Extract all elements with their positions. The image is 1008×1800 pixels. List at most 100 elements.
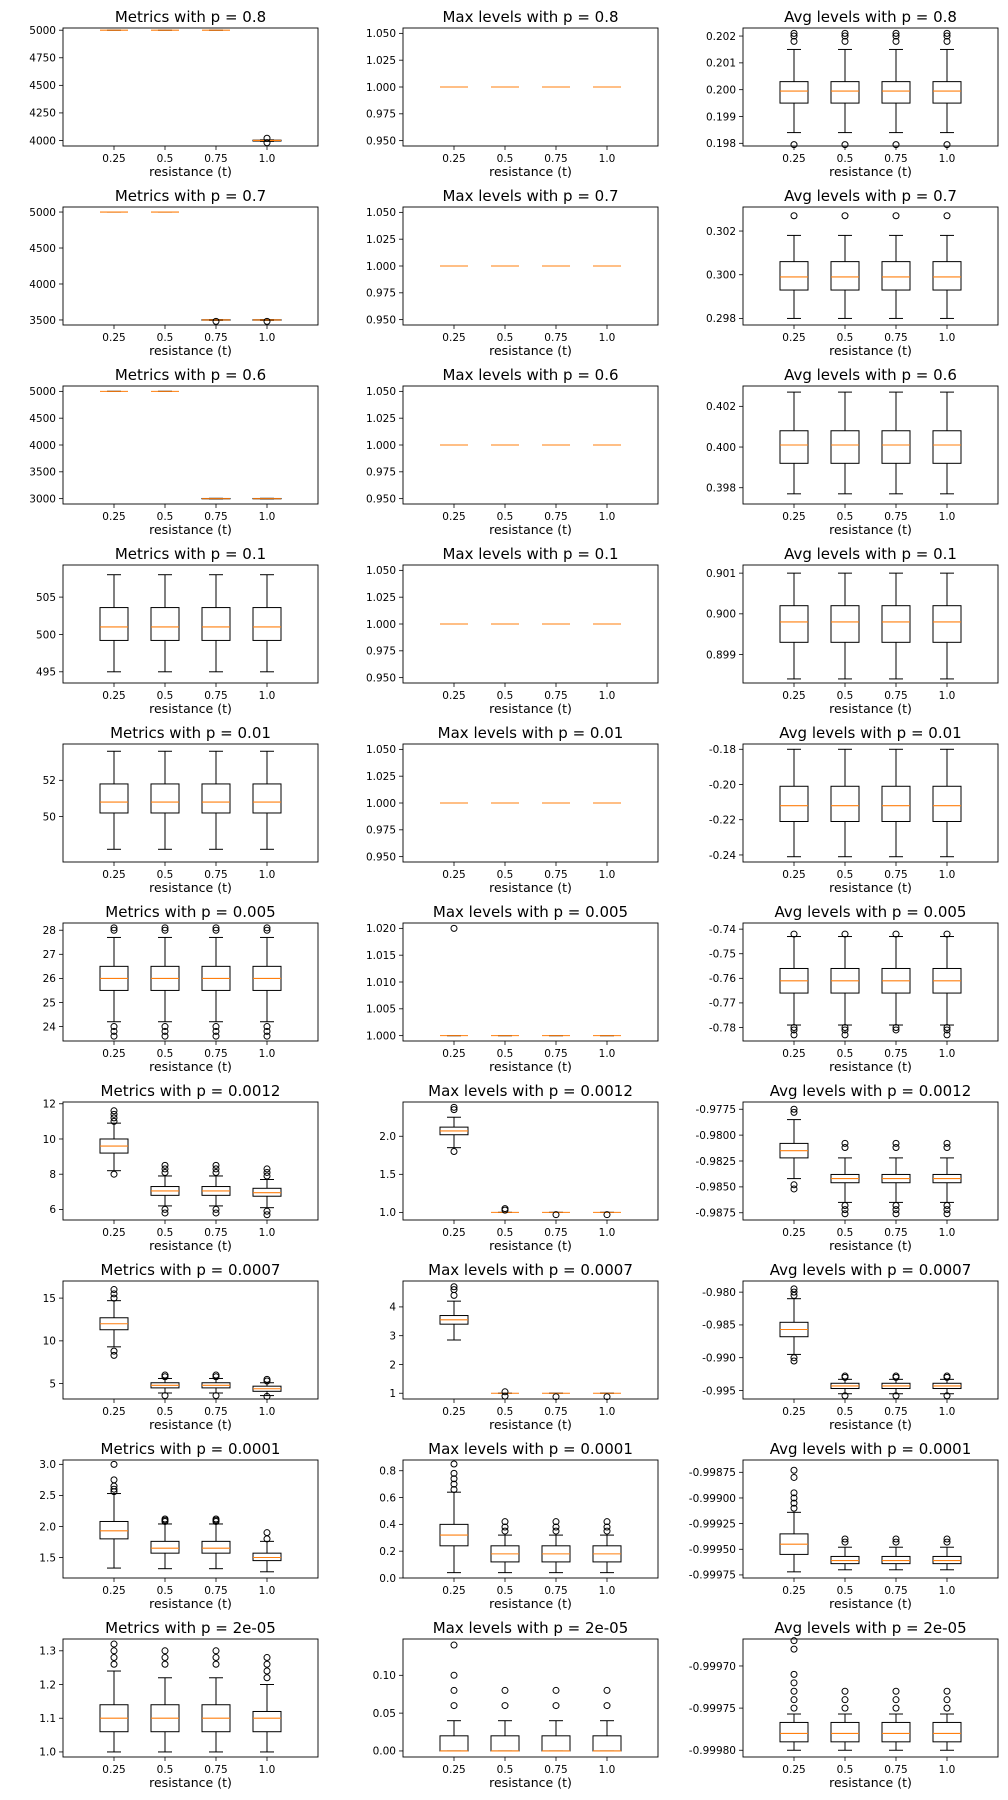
x-tick-label: 0.25 bbox=[782, 1048, 805, 1060]
y-tick-label: 5000 bbox=[29, 207, 56, 219]
x-tick-label: 1.0 bbox=[939, 511, 956, 523]
outlier-point bbox=[603, 1686, 611, 1694]
outlier-point bbox=[450, 1702, 458, 1710]
y-tick-label: 52 bbox=[43, 775, 56, 787]
y-tick-label: 2.5 bbox=[39, 1490, 56, 1502]
x-axis-label: resistance (t) bbox=[829, 1417, 912, 1432]
x-tick-label: 0.5 bbox=[837, 1048, 854, 1060]
y-tick-label: 0.6 bbox=[379, 1492, 396, 1504]
subplot-title: Max levels with p = 0.0007 bbox=[428, 1261, 633, 1279]
outlier-point bbox=[212, 1032, 220, 1040]
outlier-point bbox=[841, 1023, 849, 1031]
x-tick-label: 0.5 bbox=[837, 332, 854, 344]
outlier-point bbox=[892, 1026, 900, 1034]
box-0.5 bbox=[150, 750, 180, 850]
axes-frame bbox=[62, 27, 319, 147]
box-0.5 bbox=[830, 212, 860, 319]
axes-frame bbox=[402, 922, 659, 1042]
outlier-point bbox=[552, 1211, 560, 1219]
outlier-point bbox=[212, 1205, 220, 1213]
outlier-point bbox=[110, 1032, 118, 1040]
y-tick-label: 1.5 bbox=[379, 1169, 396, 1181]
y-tick-label: 2 bbox=[389, 1359, 396, 1371]
y-tick-label: 1.050 bbox=[366, 207, 396, 219]
y-tick-label: 1.025 bbox=[366, 413, 396, 425]
box-1.0 bbox=[252, 924, 282, 1040]
box-0.25 bbox=[779, 1637, 809, 1751]
y-tick-label: -0.99900 bbox=[689, 1493, 736, 1505]
box-1.0 bbox=[932, 29, 962, 149]
iqr-box bbox=[830, 1721, 860, 1743]
box-0.5 bbox=[150, 1647, 180, 1753]
outlier-point bbox=[263, 924, 271, 932]
box-0.5 bbox=[150, 1161, 180, 1217]
x-tick-label: 1.0 bbox=[599, 511, 616, 523]
x-tick-label: 1.0 bbox=[259, 869, 276, 881]
outlier-point bbox=[501, 1518, 509, 1526]
outlier-point bbox=[263, 1654, 271, 1662]
x-tick-label: 0.75 bbox=[544, 153, 567, 165]
x-tick-label: 0.75 bbox=[884, 869, 907, 881]
subplot-27: Avg levels with p = 0.0001 resistance (t)… bbox=[689, 1440, 999, 1611]
x-tick-label: 0.25 bbox=[102, 1406, 125, 1418]
x-tick-label: 0.5 bbox=[157, 1406, 174, 1418]
outlier-point bbox=[212, 924, 220, 932]
x-tick-label: 1.0 bbox=[259, 690, 276, 702]
box-0.5 bbox=[490, 1518, 520, 1574]
iqr-box bbox=[541, 1735, 571, 1752]
subplot-2: Max levels with p = 0.8 resistance (t) 0.2… bbox=[366, 8, 659, 179]
x-tick-label: 0.25 bbox=[102, 1585, 125, 1597]
y-tick-label: 4000 bbox=[29, 135, 56, 147]
x-tick-label: 1.0 bbox=[939, 1227, 956, 1239]
box-0.75 bbox=[881, 572, 911, 680]
outlier-point bbox=[790, 1637, 798, 1645]
y-tick-label: -0.9875 bbox=[695, 1208, 736, 1220]
outlier-point bbox=[841, 1210, 849, 1218]
outlier-point bbox=[841, 1206, 849, 1214]
axes-frame bbox=[742, 922, 999, 1042]
y-tick-label: 0.198 bbox=[706, 138, 736, 150]
box-1.0 bbox=[252, 750, 282, 850]
x-tick-label: 0.25 bbox=[442, 1406, 465, 1418]
axes-frame bbox=[62, 743, 319, 863]
iqr-box bbox=[932, 605, 962, 643]
x-tick-label: 1.0 bbox=[259, 153, 276, 165]
outlier-point bbox=[841, 1144, 849, 1152]
x-tick-label: 0.5 bbox=[157, 690, 174, 702]
y-tick-label: 6 bbox=[49, 1204, 56, 1216]
y-tick-label: 2.0 bbox=[379, 1131, 396, 1143]
x-tick-label: 0.5 bbox=[837, 1585, 854, 1597]
iqr-box bbox=[932, 81, 962, 104]
box-0.25 bbox=[439, 1641, 469, 1752]
y-tick-label: 4250 bbox=[29, 108, 56, 120]
subplot-title: Metrics with p = 0.0001 bbox=[101, 1440, 281, 1458]
x-tick-label: 0.5 bbox=[497, 1585, 514, 1597]
subplot-title: Max levels with p = 2e-05 bbox=[433, 1619, 629, 1637]
outlier-point bbox=[263, 1032, 271, 1040]
outlier-point bbox=[790, 1026, 798, 1034]
subplot-title: Avg levels with p = 0.8 bbox=[784, 8, 957, 26]
axes-frame bbox=[402, 1638, 659, 1758]
iqr-box bbox=[830, 430, 860, 464]
subplot-6: Avg levels with p = 0.7 resistance (t) 0.2… bbox=[706, 187, 999, 358]
y-tick-label: 0.950 bbox=[366, 851, 396, 863]
outlier-point bbox=[161, 1165, 169, 1173]
y-tick-label: 0.950 bbox=[366, 314, 396, 326]
iqr-box bbox=[830, 785, 860, 822]
outlier-point bbox=[892, 32, 900, 40]
y-tick-label: 0.10 bbox=[373, 1670, 396, 1682]
x-tick-label: 1.0 bbox=[259, 511, 276, 523]
outlier-point bbox=[790, 1679, 798, 1687]
axes-frame bbox=[62, 1280, 319, 1400]
outlier-point bbox=[943, 930, 951, 938]
outlier-point bbox=[943, 37, 951, 45]
x-tick-label: 0.75 bbox=[544, 511, 567, 523]
subplot-title: Metrics with p = 0.0012 bbox=[101, 1082, 281, 1100]
x-tick-label: 1.0 bbox=[259, 1585, 276, 1597]
subplot-10: Metrics with p = 0.1 resistance (t) 0.25 0.… bbox=[36, 545, 319, 716]
iqr-box bbox=[201, 607, 231, 641]
x-axis-label: resistance (t) bbox=[829, 1596, 912, 1611]
